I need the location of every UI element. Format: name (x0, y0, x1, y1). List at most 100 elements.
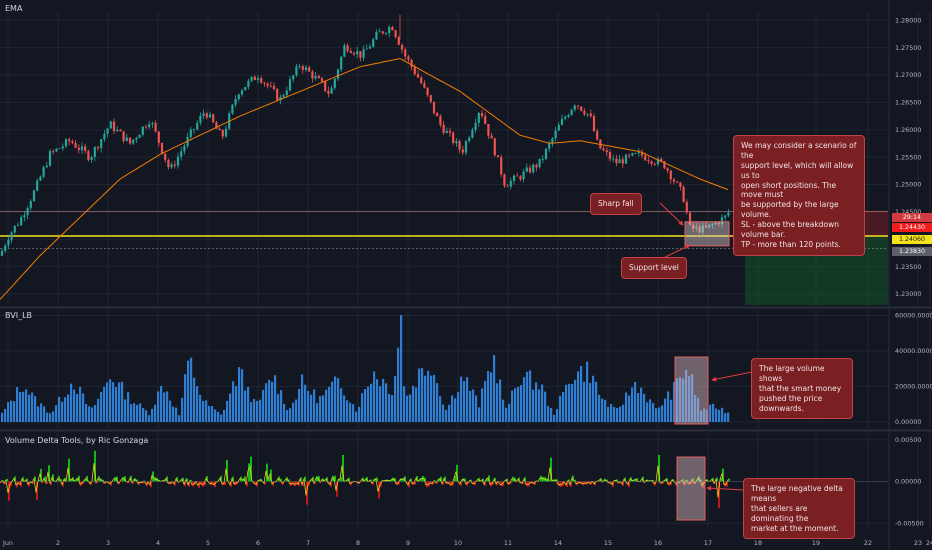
volume-bar (607, 406, 610, 422)
volume-bar (85, 403, 88, 422)
candle-body (500, 157, 503, 175)
delta-bar (590, 481, 592, 485)
volume-bar (523, 377, 526, 422)
volume-bar (73, 389, 76, 422)
volume-bar (19, 392, 22, 422)
delta-bar (378, 481, 380, 499)
volume-bar (310, 394, 313, 422)
volume-bar (166, 391, 169, 422)
volume-annotation: The large volume shows that the smart mon… (751, 358, 853, 420)
candle-body (647, 160, 650, 162)
price-tick-label: 1.23500 (895, 263, 921, 271)
candle-body (676, 181, 679, 183)
volume-bar (577, 371, 580, 422)
delta-bar (464, 478, 466, 482)
delta-bar (680, 481, 682, 483)
delta-bar (610, 481, 612, 484)
delta-bar (652, 479, 654, 482)
delta-highlight (676, 456, 706, 521)
delta-bar (662, 481, 664, 484)
candle-body (381, 31, 384, 34)
delta-bar (82, 481, 84, 485)
candle-body (602, 148, 605, 151)
delta-bar (288, 479, 290, 482)
delta-bar (246, 481, 248, 487)
delta-bar (654, 481, 656, 486)
volume-bar (199, 394, 202, 422)
delta-bar (374, 478, 376, 482)
delta-bar (600, 478, 602, 482)
price-panel-title: EMA (5, 4, 23, 13)
delta-bar (282, 481, 284, 485)
candle-body (439, 116, 442, 125)
volume-bar (706, 410, 709, 422)
delta-bar (148, 481, 150, 484)
delta-bar (226, 459, 228, 482)
delta-bar (6, 478, 8, 482)
delta-bar (442, 481, 444, 485)
delta-bar (166, 476, 168, 482)
candle-body (592, 116, 596, 132)
delta-bar (692, 478, 694, 482)
date-tick-label: 18 (754, 539, 762, 547)
candle-body (71, 141, 74, 144)
delta-bar (484, 481, 486, 486)
candle-body (80, 146, 84, 150)
delta-bar (404, 476, 406, 482)
candle-body (560, 118, 564, 125)
volume-bar (451, 395, 454, 422)
candle-body (272, 85, 276, 89)
delta-bar (398, 481, 400, 485)
volume-bar (322, 395, 325, 422)
candle-body (157, 131, 160, 143)
delta-bar (224, 481, 226, 486)
candle-body (340, 56, 343, 70)
scenario-line: TP - more than 120 points. (741, 239, 841, 249)
date-tick-label: 10 (454, 539, 462, 547)
candle-body (314, 76, 317, 79)
delta-bar (30, 481, 32, 483)
candle-body (327, 90, 330, 94)
volume-bar (646, 402, 649, 422)
volume-bar (568, 383, 571, 422)
volume-bar (43, 406, 46, 422)
candle-body (90, 156, 93, 160)
volume-bar (244, 390, 247, 422)
candle-body (637, 151, 640, 154)
delta-bar (628, 481, 630, 487)
delta-bar (218, 480, 220, 482)
volume-bar (205, 400, 208, 422)
candle-body (250, 76, 253, 81)
delta-bar (682, 479, 684, 482)
delta-bar (622, 481, 624, 486)
delta-bar (314, 481, 316, 485)
volume-bar (349, 402, 352, 422)
volume-bar (265, 383, 268, 422)
volume-bar (211, 406, 214, 422)
delta-bar (176, 477, 178, 482)
delta-bar (606, 479, 608, 482)
volume-bar (457, 391, 460, 422)
candle-body (487, 123, 490, 136)
date-tick-label: 16 (654, 539, 662, 547)
volume-bar (520, 385, 523, 422)
volume-bar (409, 394, 412, 422)
candle-body (548, 143, 551, 149)
delta-bar (448, 481, 450, 484)
volume-bar (157, 391, 160, 422)
delta-bar (172, 481, 174, 483)
candle-body (436, 113, 439, 117)
candle-body (96, 147, 100, 149)
delta-bar (312, 476, 314, 482)
volume-bar (289, 408, 292, 422)
volume-bar (214, 409, 217, 422)
candle-body (400, 44, 404, 50)
price-tick-label: 1.25000 (895, 181, 921, 189)
volume-bar (463, 381, 466, 422)
volume-bar (364, 389, 367, 422)
volume-bar (217, 411, 220, 422)
candle-body (682, 186, 685, 203)
volume-bar (445, 409, 448, 422)
candle-body (554, 130, 557, 139)
